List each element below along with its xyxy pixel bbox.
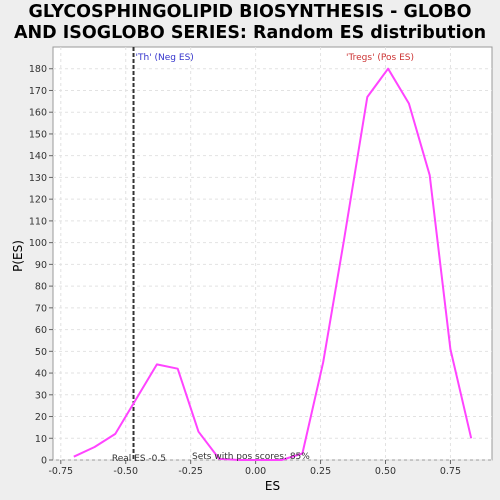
y-tick-label: 50	[35, 347, 47, 358]
y-tick-label: 80	[35, 282, 47, 293]
axes: 0 10 20 30 40 50 60 70 80 90 100 110 120 130 140 150 160…	[29, 64, 461, 477]
neg-es-label: 'Th' (Neg ES)	[136, 53, 194, 63]
y-tick-label: 180	[29, 64, 47, 75]
y-tick-label: 120	[29, 195, 47, 206]
y-tick-label: 30	[35, 390, 47, 401]
plot-background	[52, 46, 493, 461]
y-tick-label: 170	[29, 86, 47, 97]
x-tick-label: 0.75	[440, 466, 461, 477]
chart-title-line-2: AND ISOGLOBO SERIES: Random ES distribut…	[13, 23, 487, 43]
y-tick-label: 90	[35, 260, 47, 271]
x-tick-label: 0.00	[245, 466, 266, 477]
y-tick-label: 60	[35, 325, 47, 336]
chart-title: GLYCOSPHINGOLIPID BIOSYNTHESIS - GLOBO A…	[0, 2, 500, 44]
chart-title-line-1: GLYCOSPHINGOLIPID BIOSYNTHESIS - GLOBO	[28, 2, 472, 22]
y-tick-label: 140	[29, 151, 47, 162]
y-tick-label: 130	[29, 173, 47, 184]
y-tick-label: 100	[29, 238, 47, 249]
real-es-label: Real ES -0.5	[112, 454, 166, 464]
x-tick-label: -0.50	[113, 466, 138, 477]
y-tick-label: 40	[35, 369, 47, 380]
x-tick-label: 0.25	[310, 466, 331, 477]
y-tick-label: 160	[29, 108, 47, 119]
y-axis-label: P(ES)	[11, 240, 25, 272]
x-axis-label: ES	[265, 479, 280, 493]
data-marks	[73, 47, 473, 461]
x-tick-label: 0.50	[375, 466, 396, 477]
y-tick-label: 0	[41, 456, 47, 467]
y-tick-label: 150	[29, 129, 47, 140]
y-tick-label: 20	[35, 412, 47, 423]
x-tick-label: -0.25	[178, 466, 203, 477]
y-tick-label: 70	[35, 303, 47, 314]
grid	[53, 47, 492, 461]
y-tick-label: 10	[35, 434, 47, 445]
pos-scores-label: Sets with pos scores: 85%	[192, 452, 310, 462]
y-tick-label: 110	[29, 216, 47, 227]
x-tick-label: -0.75	[48, 466, 73, 477]
series-line	[73, 67, 473, 461]
pos-es-label: 'Tregs' (Pos ES)	[346, 53, 414, 63]
